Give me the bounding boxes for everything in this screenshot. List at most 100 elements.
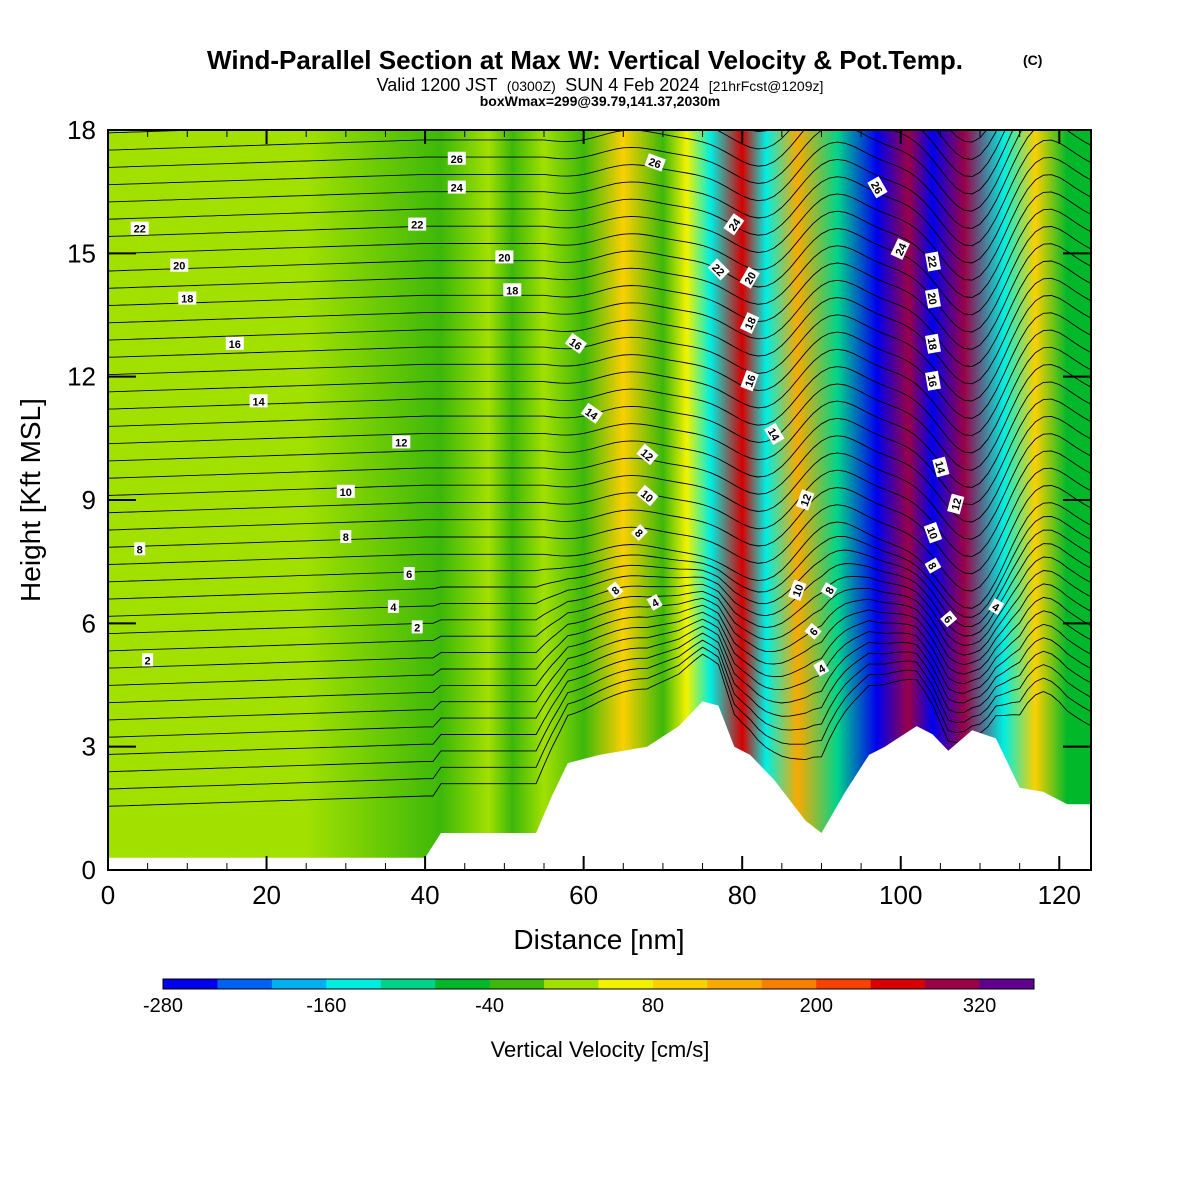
contour-label-bg xyxy=(804,622,822,640)
contour-label-bg xyxy=(447,180,466,194)
colorbar-title: Vertical Velocity [cm/s] xyxy=(491,1037,710,1062)
colorbar-swatch xyxy=(979,979,1035,989)
contour-label-42: 16 xyxy=(925,370,941,391)
contour-label-text: 22 xyxy=(134,224,146,236)
contour-label-text: 20 xyxy=(743,270,760,287)
colorbar-swatch xyxy=(544,979,599,989)
contour-label-text: 8 xyxy=(824,585,837,596)
colorbar-tick-label: -160 xyxy=(306,995,346,1017)
contour-label-bg xyxy=(636,484,659,507)
contour-label-bg xyxy=(495,250,514,264)
y-tick-label: 9 xyxy=(82,485,96,515)
contour-label-text: 18 xyxy=(743,316,759,332)
contour-label-text: 20 xyxy=(925,292,939,306)
contour-label-23: 8 xyxy=(630,524,648,542)
x-tick-label: 100 xyxy=(879,880,922,910)
contour-label-4: 20 xyxy=(170,258,189,273)
contour-label-bg xyxy=(646,593,663,611)
contour-label-text: 8 xyxy=(137,544,143,556)
colorbar-tick-label: -40 xyxy=(475,995,504,1017)
contour-label-32: 12 xyxy=(795,489,815,511)
contour-label-bg xyxy=(170,258,189,272)
contour-label-31: 14 xyxy=(764,422,785,445)
contour-label-text: 12 xyxy=(395,437,407,449)
contour-label-bg xyxy=(644,153,666,172)
contour-label-text: 24 xyxy=(894,241,910,258)
contour-label-2: 22 xyxy=(130,221,149,236)
contour-label-bg xyxy=(813,659,830,677)
contour-label-bg xyxy=(795,489,815,511)
contour-label-33: 10 xyxy=(788,579,807,601)
contour-label-40: 20 xyxy=(925,288,941,309)
contour-label-bg xyxy=(178,291,197,305)
contour-label-text: 24 xyxy=(451,183,464,195)
contour-label-text: 26 xyxy=(647,156,663,171)
colorbar-swatch xyxy=(489,979,545,989)
chart-title: Wind-Parallel Section at Max W: Vertical… xyxy=(207,45,963,75)
chart-subtitle: Valid 1200 JST (0300Z) SUN 4 Feb 2024 [2… xyxy=(377,75,824,95)
contour-label-bg xyxy=(788,579,807,601)
x-tick-label: 120 xyxy=(1038,880,1081,910)
contour-label-44: 12 xyxy=(947,493,965,515)
contour-label-bg xyxy=(890,238,910,260)
contour-label-bg xyxy=(408,217,427,231)
x-tick-label: 40 xyxy=(411,880,440,910)
contour-label-bg xyxy=(134,542,146,556)
contour-label-bg xyxy=(739,312,760,334)
contour-label-bg xyxy=(225,336,244,350)
contour-label-bg xyxy=(820,582,838,599)
x-tick-label: 20 xyxy=(252,880,281,910)
y-tick-label: 15 xyxy=(67,238,96,268)
contour-label-28: 20 xyxy=(739,266,760,289)
colorbar-swatch xyxy=(707,979,763,989)
contour-label-45: 10 xyxy=(923,522,943,544)
contour-label-bg xyxy=(503,283,522,297)
contour-label-bg xyxy=(636,443,659,466)
colorbar-swatch xyxy=(217,979,273,989)
x-axis-label: Distance [nm] xyxy=(513,924,684,955)
contour-label-text: 22 xyxy=(925,255,939,269)
contour-label-bg xyxy=(392,435,411,449)
contour-label-bg xyxy=(925,288,941,309)
contour-label-17: 2 xyxy=(142,653,154,667)
y-tick-labels: 0 3 6 9 12 15 18 xyxy=(67,115,96,885)
colorbar-tick-label: -280 xyxy=(143,995,183,1017)
contour-label-10: 12 xyxy=(392,435,411,449)
colorbar-swatch xyxy=(271,979,327,989)
contour-label-46: 8 xyxy=(924,557,942,574)
contour-label-text: 14 xyxy=(252,396,265,408)
contour-label-text: 16 xyxy=(925,374,939,388)
contour-label-text: 16 xyxy=(567,336,584,353)
contour-label-text: 26 xyxy=(868,180,885,197)
contour-label-text: 26 xyxy=(451,154,463,166)
colorbar-swatch xyxy=(761,979,817,989)
y-tick-label: 12 xyxy=(67,362,96,392)
contour-label-bg xyxy=(387,599,399,613)
contour-label-text: 8 xyxy=(343,532,349,544)
contour-label-bg xyxy=(340,530,352,543)
contour-label-39: 22 xyxy=(925,251,941,272)
y-tick-label: 0 xyxy=(82,855,96,885)
contour-label-6: 18 xyxy=(178,291,197,306)
contour-label-bg xyxy=(564,332,588,354)
contour-label-bg xyxy=(403,567,415,580)
contour-label-16: 2 xyxy=(411,620,423,634)
contour-label-41: 18 xyxy=(925,333,941,354)
contour-label-bg xyxy=(723,213,745,236)
contour-label-7: 18 xyxy=(503,283,522,297)
contour-label-43: 14 xyxy=(932,456,950,478)
colorbar-swatch xyxy=(163,979,218,989)
contour-label-bg xyxy=(447,151,466,165)
contour-label-text: 4 xyxy=(390,602,397,614)
colorbar-swatch xyxy=(925,979,981,989)
axis-ticks xyxy=(107,129,1091,871)
contour-label-text: 12 xyxy=(799,493,814,509)
contour-label-bg xyxy=(580,402,603,424)
contour-label-35: 6 xyxy=(804,622,822,640)
contour-label-text: 8 xyxy=(925,561,938,572)
colorbar-swatch xyxy=(816,979,872,989)
contour-label-3: 22 xyxy=(408,217,427,232)
colorbar xyxy=(162,978,1035,990)
contour-label-14: 6 xyxy=(403,567,415,581)
